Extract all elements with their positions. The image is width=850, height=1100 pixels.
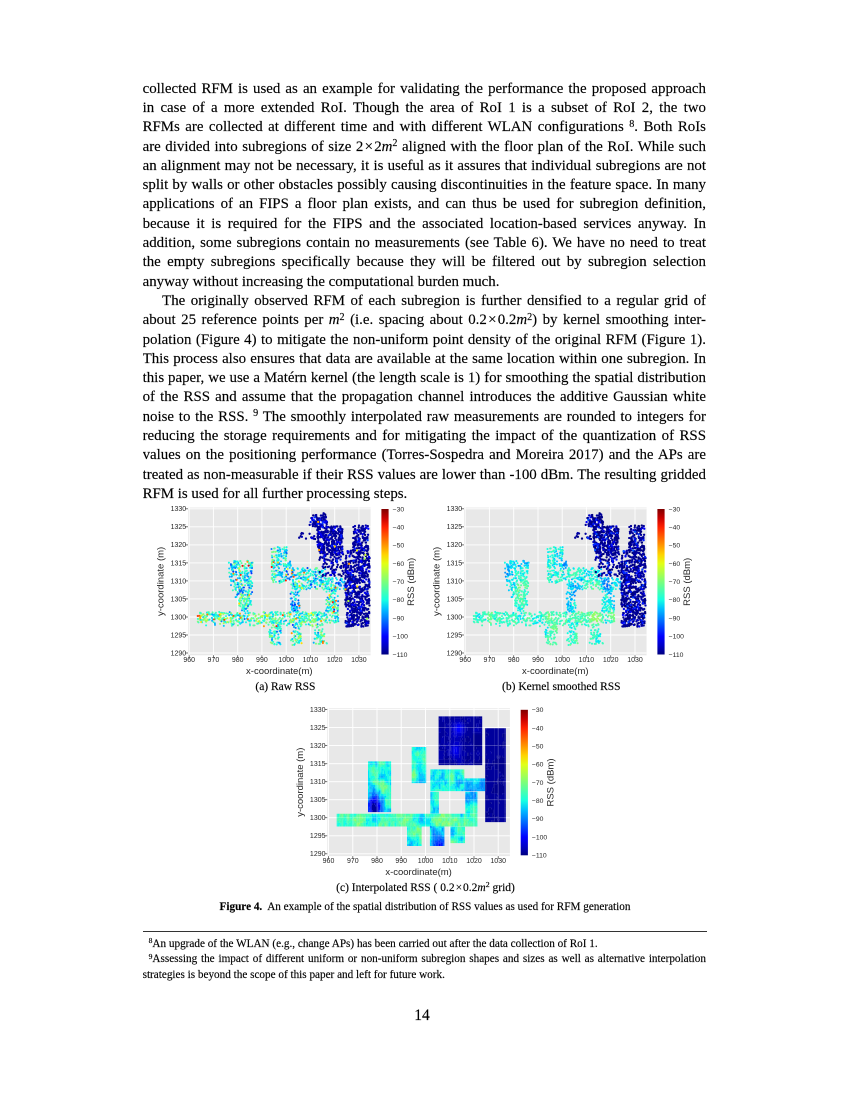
- svg-text:RSS (dBm): RSS (dBm): [545, 758, 556, 806]
- svg-text:990: 990: [256, 657, 268, 664]
- svg-text:−60: −60: [532, 762, 544, 769]
- svg-text:1320: 1320: [447, 542, 463, 549]
- svg-text:1290: 1290: [447, 650, 463, 657]
- svg-text:1325: 1325: [310, 725, 326, 732]
- svg-text:−50: −50: [532, 744, 544, 751]
- svg-text:RSS (dBm): RSS (dBm): [406, 558, 417, 606]
- svg-text:x-coordinate(m): x-coordinate(m): [385, 867, 452, 878]
- svg-text:−50: −50: [669, 543, 681, 550]
- svg-text:−100: −100: [532, 834, 548, 841]
- svg-text:970: 970: [347, 858, 359, 865]
- svg-text:1310: 1310: [447, 578, 463, 585]
- svg-text:1300: 1300: [310, 815, 326, 822]
- svg-text:−50: −50: [393, 543, 405, 550]
- svg-text:1305: 1305: [447, 596, 463, 603]
- svg-text:1320: 1320: [171, 542, 187, 549]
- svg-text:1330: 1330: [447, 506, 463, 513]
- svg-text:1295: 1295: [171, 632, 187, 639]
- svg-text:−30: −30: [532, 707, 544, 714]
- svg-text:1300: 1300: [171, 614, 187, 621]
- svg-text:−40: −40: [393, 525, 405, 532]
- svg-text:−80: −80: [669, 597, 681, 604]
- svg-text:1290: 1290: [171, 650, 187, 657]
- svg-text:−60: −60: [669, 561, 681, 568]
- svg-text:1010: 1010: [579, 657, 595, 664]
- svg-text:1310: 1310: [171, 578, 187, 585]
- svg-text:−90: −90: [669, 615, 681, 622]
- svg-text:−90: −90: [532, 816, 544, 823]
- svg-text:−100: −100: [669, 634, 685, 641]
- svg-text:990: 990: [395, 858, 407, 865]
- svg-text:1315: 1315: [310, 761, 326, 768]
- svg-text:1330: 1330: [171, 506, 187, 513]
- svg-text:y-coordinate (m): y-coordinate (m): [156, 547, 167, 616]
- svg-text:−60: −60: [393, 561, 405, 568]
- svg-text:960: 960: [459, 657, 471, 664]
- svg-text:1325: 1325: [171, 524, 187, 531]
- svg-text:−70: −70: [532, 780, 544, 787]
- svg-text:970: 970: [484, 657, 496, 664]
- svg-text:1290: 1290: [310, 851, 326, 858]
- svg-text:980: 980: [232, 657, 244, 664]
- svg-text:1030: 1030: [627, 657, 643, 664]
- svg-text:−110: −110: [532, 853, 547, 860]
- svg-text:y-coordinate (m): y-coordinate (m): [432, 547, 443, 616]
- svg-text:1295: 1295: [310, 833, 326, 840]
- svg-text:RSS (dBm): RSS (dBm): [682, 558, 693, 606]
- svg-text:1315: 1315: [447, 560, 463, 567]
- svg-text:x-coordinate(m): x-coordinate(m): [522, 666, 589, 677]
- svg-text:980: 980: [371, 858, 383, 865]
- svg-text:990: 990: [532, 657, 544, 664]
- svg-text:1330: 1330: [310, 707, 326, 714]
- svg-text:970: 970: [208, 657, 220, 664]
- svg-text:−100: −100: [393, 634, 409, 641]
- svg-text:−90: −90: [393, 615, 405, 622]
- svg-text:1305: 1305: [171, 596, 187, 603]
- svg-text:−70: −70: [393, 579, 405, 586]
- svg-text:980: 980: [508, 657, 520, 664]
- svg-text:−80: −80: [532, 798, 544, 805]
- svg-text:1300: 1300: [447, 614, 463, 621]
- svg-text:1000: 1000: [418, 858, 434, 865]
- svg-text:1000: 1000: [554, 657, 570, 664]
- svg-text:1310: 1310: [310, 779, 326, 786]
- svg-text:1010: 1010: [303, 657, 319, 664]
- svg-text:1315: 1315: [171, 560, 187, 567]
- svg-text:1030: 1030: [490, 858, 506, 865]
- svg-text:−30: −30: [393, 506, 405, 513]
- svg-text:1320: 1320: [310, 743, 326, 750]
- svg-text:1020: 1020: [327, 657, 343, 664]
- svg-text:−110: −110: [669, 652, 684, 659]
- svg-text:x-coordinate(m): x-coordinate(m): [246, 666, 313, 677]
- svg-text:1020: 1020: [603, 657, 619, 664]
- svg-text:1295: 1295: [447, 632, 463, 639]
- svg-text:y-coordinate (m): y-coordinate (m): [295, 748, 306, 817]
- svg-text:−30: −30: [669, 506, 681, 513]
- svg-text:1000: 1000: [278, 657, 294, 664]
- svg-text:1030: 1030: [351, 657, 367, 664]
- svg-text:−40: −40: [669, 525, 681, 532]
- svg-text:960: 960: [323, 858, 335, 865]
- svg-text:960: 960: [183, 657, 195, 664]
- svg-text:1010: 1010: [442, 858, 458, 865]
- svg-text:1325: 1325: [447, 524, 463, 531]
- svg-text:−80: −80: [393, 597, 405, 604]
- svg-text:1020: 1020: [466, 858, 482, 865]
- svg-text:1305: 1305: [310, 797, 326, 804]
- svg-text:−70: −70: [669, 579, 681, 586]
- svg-text:−110: −110: [393, 652, 408, 659]
- svg-text:−40: −40: [532, 725, 544, 732]
